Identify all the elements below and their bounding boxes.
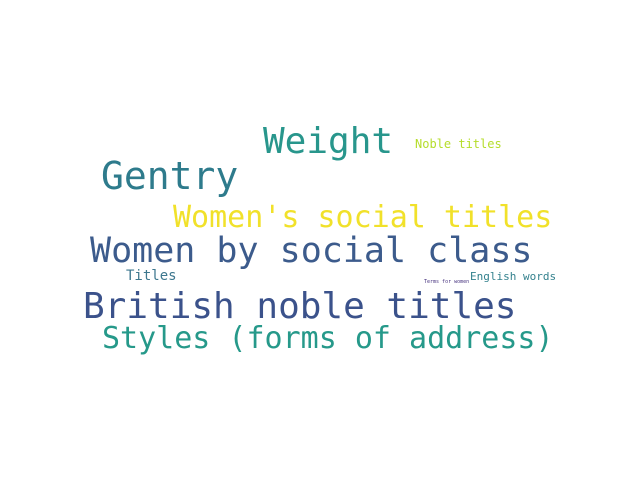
- word-terms-for-women: Terms for women: [424, 279, 470, 285]
- word-styles-forms-of-address: Styles (forms of address): [102, 321, 554, 356]
- word-english-words: English words: [470, 270, 557, 283]
- word-womens-social-titles: Women's social titles: [173, 200, 553, 235]
- word-titles: Titles: [126, 268, 177, 284]
- word-gentry: Gentry: [101, 154, 239, 198]
- word-women-by-social-class: Women by social class: [90, 231, 533, 271]
- word-noble-titles: Noble titles: [415, 137, 502, 151]
- word-british-noble-titles: British noble titles: [83, 286, 517, 327]
- word-weight: Weight: [263, 121, 394, 162]
